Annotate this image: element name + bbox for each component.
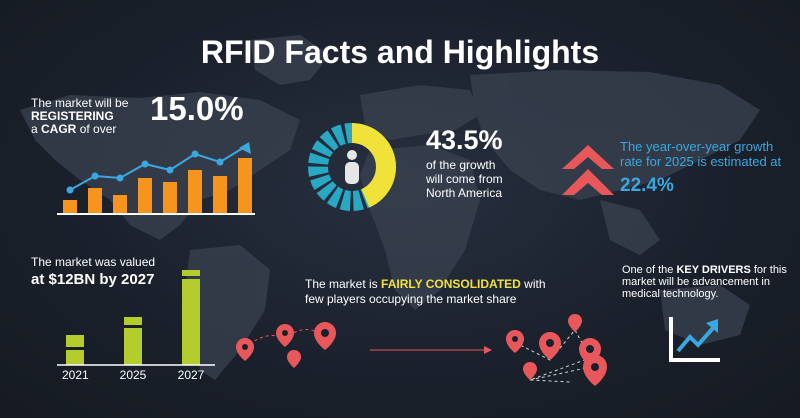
na-line-1: of the growth — [426, 158, 496, 172]
cagr-line-3-suffix: of over — [76, 122, 117, 136]
north-america-donut — [308, 123, 396, 211]
donut-share-arc — [308, 123, 396, 211]
na-line-3: North America — [426, 186, 503, 200]
person-icon — [345, 150, 359, 184]
valuation-year-2027: 2027 — [177, 368, 205, 382]
yoy-text: The year-over-year growth rate for 2025 … — [620, 139, 781, 169]
consolidated-line-2: few players occupying the market share — [305, 292, 517, 306]
cagr-value: 15.0% — [150, 90, 244, 127]
drivers-prefix: One of the — [622, 264, 677, 276]
cagr-line-3-prefix: a — [31, 122, 42, 136]
cagr-line-3: a CAGR of over — [31, 123, 128, 136]
market-pins-illustration — [236, 314, 607, 386]
valuation-year-2025: 2025 — [119, 368, 147, 382]
consolidated-text: The market is FAIRLY CONSOLIDATED with f… — [305, 277, 546, 307]
cagr-text: The market will be REGISTERING a CAGR of… — [31, 97, 128, 136]
yoy-value: 22.4% — [620, 175, 674, 196]
drivers-line-2: market will be advancement in — [622, 276, 770, 288]
consolidated-suffix: with — [520, 277, 546, 291]
drivers-line-1: One of the KEY DRIVERS for this — [622, 264, 787, 276]
drivers-line-3: medical technology. — [622, 288, 719, 300]
yoy-line-2: rate for 2025 is estimated at — [620, 154, 782, 169]
valuation-line-1: The market was valued — [31, 255, 156, 269]
growth-chart-icon — [57, 142, 255, 215]
cagr-line-3-bold: CAGR — [41, 122, 77, 136]
consolidated-bold: FAIRLY CONSOLIDATED — [381, 277, 521, 291]
drivers-suffix: for this — [750, 264, 787, 276]
page-title: RFID Facts and Highlights — [200, 34, 600, 70]
cagr-line-1: The market will be — [31, 96, 129, 110]
north-america-text: of the growth will come from North Ameri… — [426, 158, 503, 200]
yoy-line-1: The year-over-year growth — [620, 139, 774, 154]
drivers-bold: KEY DRIVERS — [676, 264, 751, 276]
valuation-year-2021: 2021 — [62, 368, 89, 382]
consolidated-line-1: The market is FAIRLY CONSOLIDATED with — [305, 277, 546, 292]
cagr-line-2: REGISTERING — [31, 109, 114, 123]
valuation-text: The market was valued at $12BN by 2027 — [31, 255, 155, 288]
valuation-bars — [57, 270, 215, 366]
north-america-value: 43.5% — [426, 125, 503, 155]
na-line-2: will come from — [426, 172, 503, 186]
drivers-text: One of the KEY DRIVERS for this market w… — [622, 264, 787, 300]
valuation-line-2: at $12BN by 2027 — [31, 271, 155, 288]
trend-up-icon — [669, 317, 720, 362]
location-pin-icons — [236, 314, 607, 386]
double-up-arrow-icon — [562, 145, 614, 195]
consolidated-prefix: The market is — [305, 277, 382, 291]
